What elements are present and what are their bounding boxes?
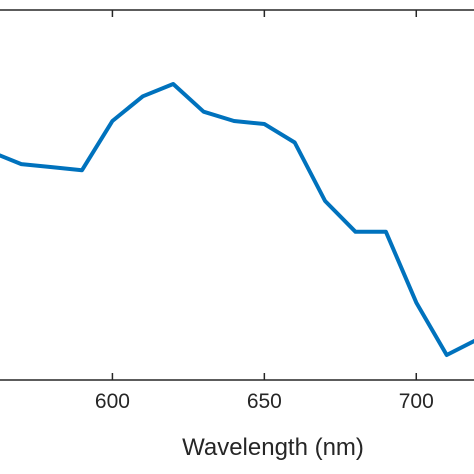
x-axis-title: Wavelength (nm) bbox=[182, 434, 364, 461]
plot-frame bbox=[0, 9, 474, 381]
x-tick-label: 650 bbox=[247, 390, 282, 413]
x-tick-label: 600 bbox=[95, 390, 130, 413]
series-line bbox=[0, 82, 474, 357]
x-tick-label: 700 bbox=[399, 390, 434, 413]
series-layer bbox=[0, 82, 474, 357]
x-ticks: 600 650 700 bbox=[95, 10, 434, 413]
